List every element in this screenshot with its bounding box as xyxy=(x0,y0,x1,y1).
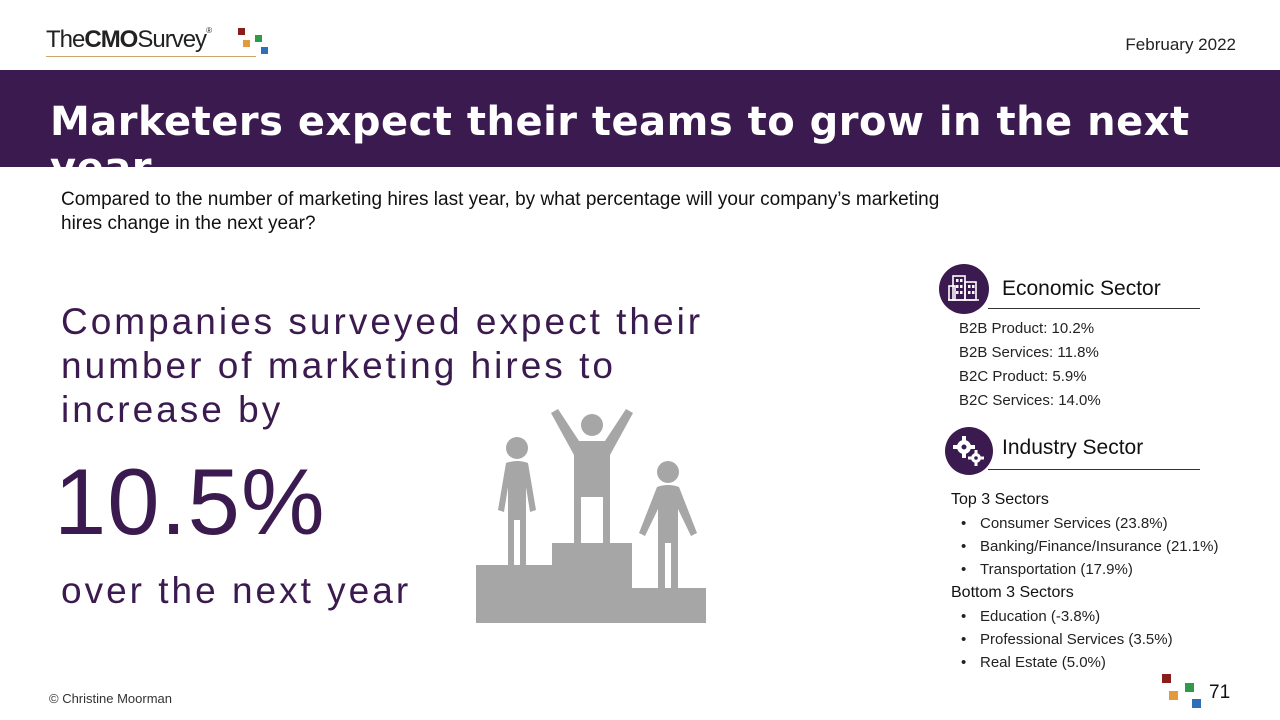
copyright: © Christine Moorman xyxy=(49,691,173,706)
podium-winners-icon xyxy=(476,409,706,623)
top-sector-item: • Banking/Finance/Insurance (21.1%) xyxy=(961,538,1218,555)
building-icon-glyph xyxy=(948,275,979,301)
bottom-sector-label: Real Estate (5.0%) xyxy=(980,654,1106,671)
economic-sector-divider xyxy=(988,308,1200,309)
headline-value: 10.5% xyxy=(54,449,326,554)
headline-lead: Companies surveyed expect their number o… xyxy=(61,301,704,430)
survey-question: Compared to the number of marketing hire… xyxy=(61,189,940,234)
page-number: 71 xyxy=(1209,682,1231,703)
footer-square-green xyxy=(1185,683,1194,692)
page-title: Marketers expect their teams to grow in … xyxy=(50,99,1190,191)
footer-square-red xyxy=(1162,674,1171,683)
headline-tail: over the next year xyxy=(61,570,412,611)
cmo-survey-logo: TheCMOSurvey® xyxy=(46,26,268,60)
economic-sector-item: B2C Product: 5.9% xyxy=(959,368,1087,385)
logo-cmo: CMO xyxy=(84,26,138,53)
bottom-sector-label: Professional Services (3.5%) xyxy=(980,631,1173,648)
logo-wordmark: TheCMOSurvey® xyxy=(46,26,212,53)
top-sector-label: Banking/Finance/Insurance (21.1%) xyxy=(980,538,1219,555)
top-sector-label: Consumer Services (23.8%) xyxy=(980,515,1168,532)
gears-icon-glyph xyxy=(953,436,984,466)
logo-square-red xyxy=(238,28,245,35)
bottom-sectors-heading: Bottom 3 Sectors xyxy=(951,584,1074,601)
gears-icon xyxy=(945,427,993,475)
title-banner xyxy=(0,70,1280,167)
economic-sector-item: B2C Services: 14.0% xyxy=(959,392,1101,409)
bullet: • xyxy=(961,654,967,671)
top-sector-item: • Consumer Services (23.8%) xyxy=(961,515,1168,532)
top-sectors-heading: Top 3 Sectors xyxy=(951,491,1049,508)
bottom-sector-item: • Real Estate (5.0%) xyxy=(961,654,1106,671)
logo-square-green xyxy=(255,35,262,42)
bullet: • xyxy=(961,561,967,578)
logo-survey: Survey xyxy=(137,26,207,53)
economic-sector-title: Economic Sector xyxy=(1002,277,1161,300)
economic-sector-item: B2B Product: 10.2% xyxy=(959,320,1095,337)
economic-sector-item: B2B Services: 11.8% xyxy=(959,344,1099,361)
logo-registered-mark: ® xyxy=(206,26,212,35)
bottom-sector-item: • Education (-3.8%) xyxy=(961,608,1100,625)
bullet: • xyxy=(961,631,967,648)
bullet: • xyxy=(961,538,967,555)
industry-sector-divider xyxy=(988,469,1200,470)
bottom-sector-label: Education (-3.8%) xyxy=(980,608,1101,625)
logo-the: The xyxy=(46,26,85,53)
bullet: • xyxy=(961,515,967,532)
top-sector-label: Transportation (17.9%) xyxy=(980,561,1133,578)
building-icon xyxy=(939,264,989,314)
top-sector-item: • Transportation (17.9%) xyxy=(961,561,1133,578)
logo-square-blue xyxy=(261,47,268,54)
footer-square-orange xyxy=(1169,691,1178,700)
logo-underline xyxy=(46,56,256,57)
logo-square-orange xyxy=(243,40,250,47)
footer-square-blue xyxy=(1192,699,1201,708)
industry-sector-title: Industry Sector xyxy=(1002,436,1144,459)
bullet: • xyxy=(961,608,967,625)
report-date: February 2022 xyxy=(1125,35,1236,54)
bottom-sector-item: • Professional Services (3.5%) xyxy=(961,631,1173,648)
